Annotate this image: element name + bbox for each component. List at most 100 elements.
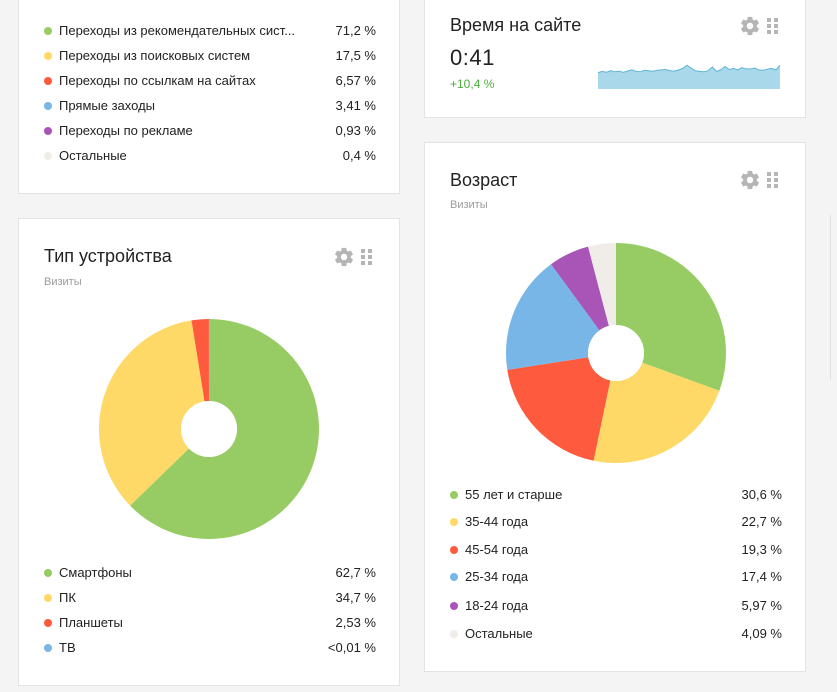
legend-dot [44,102,52,110]
legend-label: Остальные [59,148,127,163]
age-slice-4[interactable] [506,264,600,370]
legend-row[interactable]: Переходы из поисковых систем 17,5 % [44,46,376,66]
legend-value: 4,09 % [741,626,782,641]
time-sparkline [598,64,780,89]
legend-dot [44,77,52,85]
next-widget-edge [830,215,831,380]
legend-dot [44,27,52,35]
legend-row[interactable]: Переходы из рекомендательных сист... 71,… [44,21,376,41]
legend-dot [450,630,458,638]
age-legend: 55 лет и старше 30,6 % 35-44 года 22,7 %… [450,485,782,645]
legend-row[interactable]: Прямые заходы 3,41 % [44,96,376,116]
legend-dot [450,573,458,581]
legend-dot [44,127,52,135]
legend-label: Планшеты [59,615,123,630]
legend-value: <0,01 % [327,640,376,655]
legend-row[interactable]: Смартфоны 62,7 % [44,563,376,583]
age-pie-chart[interactable] [496,233,736,473]
gear-icon[interactable] [333,246,355,268]
legend-row[interactable]: 25-34 года 17,4 % [450,567,782,587]
legend-label: 55 лет и старше [465,487,563,502]
device-pie-chart[interactable] [89,309,329,549]
legend-label: Переходы из рекомендательных сист... [59,23,296,38]
legend-label: Смартфоны [59,565,132,580]
widget-subtitle: Визиты [450,199,488,211]
legend-dot [450,602,458,610]
widget-age: Возраст Визиты 55 лет и старше 30,6 % 35… [424,142,806,672]
legend-label: ТВ [59,640,76,655]
legend-row[interactable]: Переходы по ссылкам на сайтах 6,57 % [44,71,376,91]
legend-row[interactable]: Переходы по рекламе 0,93 % [44,121,376,141]
legend-value: 62,7 % [335,565,376,580]
age-slice-6[interactable] [588,243,616,326]
legend-label: Переходы по ссылкам на сайтах [59,73,256,88]
legend-label: 25-34 года [465,569,529,584]
legend-label: ПК [59,590,76,605]
age-slice-3[interactable] [507,357,611,461]
legend-value: 71,2 % [335,23,376,38]
legend-dot [44,152,52,160]
legend-label: 35-44 года [465,514,529,529]
legend-dot [44,52,52,60]
legend-dot [44,644,52,652]
legend-value: 22,7 % [741,514,782,529]
legend-label: Переходы из поисковых систем [59,48,251,63]
legend-row[interactable]: ПК 34,7 % [44,588,376,608]
legend-value: 19,3 % [741,542,782,557]
legend-row[interactable]: 35-44 года 22,7 % [450,512,782,532]
device-slice-2[interactable] [99,320,205,506]
legend-value: 0,93 % [335,123,376,138]
legend-label: 45-54 года [465,542,529,557]
legend-value: 2,53 % [335,615,376,630]
widget-title: Возраст [450,170,518,190]
widget-title: Тип устройства [44,246,172,266]
widget-controls [333,246,377,268]
sources-legend: Переходы из рекомендательных сист... 71,… [44,21,376,171]
legend-dot [450,518,458,526]
legend-dot [450,491,458,499]
legend-value: 17,5 % [335,48,376,63]
legend-value: 34,7 % [335,590,376,605]
widget-controls [739,15,783,37]
time-value: 0:41 [450,45,495,70]
gear-icon[interactable] [739,15,761,37]
widget-title: Время на сайте [450,15,582,35]
age-donut-hole [588,325,644,381]
widget-device-type: Тип устройства Визиты Смартфоны 62,7 % П… [18,218,400,686]
legend-row[interactable]: Планшеты 2,53 % [44,613,376,633]
legend-label: 18-24 года [465,598,529,613]
legend-value: 3,41 % [335,98,376,113]
device-slice-1[interactable] [130,319,319,539]
device-legend: Смартфоны 62,7 % ПК 34,7 % Планшеты 2,53… [44,563,376,663]
age-slice-2[interactable] [593,362,720,463]
legend-row[interactable]: 55 лет и старше 30,6 % [450,485,782,505]
legend-dot [450,546,458,554]
time-delta: +10,4 % [450,77,495,91]
legend-dot [44,594,52,602]
legend-value: 6,57 % [335,73,376,88]
sparkline-line [598,64,780,74]
device-slice-3[interactable] [191,319,209,402]
legend-row[interactable]: 45-54 года 19,3 % [450,540,782,560]
device-donut-hole [181,401,237,457]
age-slice-5[interactable] [551,246,609,331]
grip-icon[interactable] [767,172,779,188]
grip-icon[interactable] [361,249,373,265]
legend-label: Переходы по рекламе [59,123,193,138]
legend-row[interactable]: ТВ <0,01 % [44,638,376,658]
legend-dot [44,619,52,627]
legend-row[interactable]: Остальные 4,09 % [450,624,782,644]
grip-icon[interactable] [767,18,779,34]
legend-label: Остальные [465,626,533,641]
legend-value: 17,4 % [741,569,782,584]
age-slice-1[interactable] [616,243,726,391]
legend-row[interactable]: Остальные 0,4 % [44,146,376,166]
legend-row[interactable]: 18-24 года 5,97 % [450,596,782,616]
legend-label: Прямые заходы [59,98,156,113]
legend-value: 30,6 % [741,487,782,502]
widget-traffic-sources: Переходы из рекомендательных сист... 71,… [18,0,400,194]
widget-subtitle: Визиты [44,276,82,288]
widget-time-on-site: Время на сайте 0:41 +10,4 % [424,0,806,118]
legend-dot [44,569,52,577]
gear-icon[interactable] [739,169,761,191]
